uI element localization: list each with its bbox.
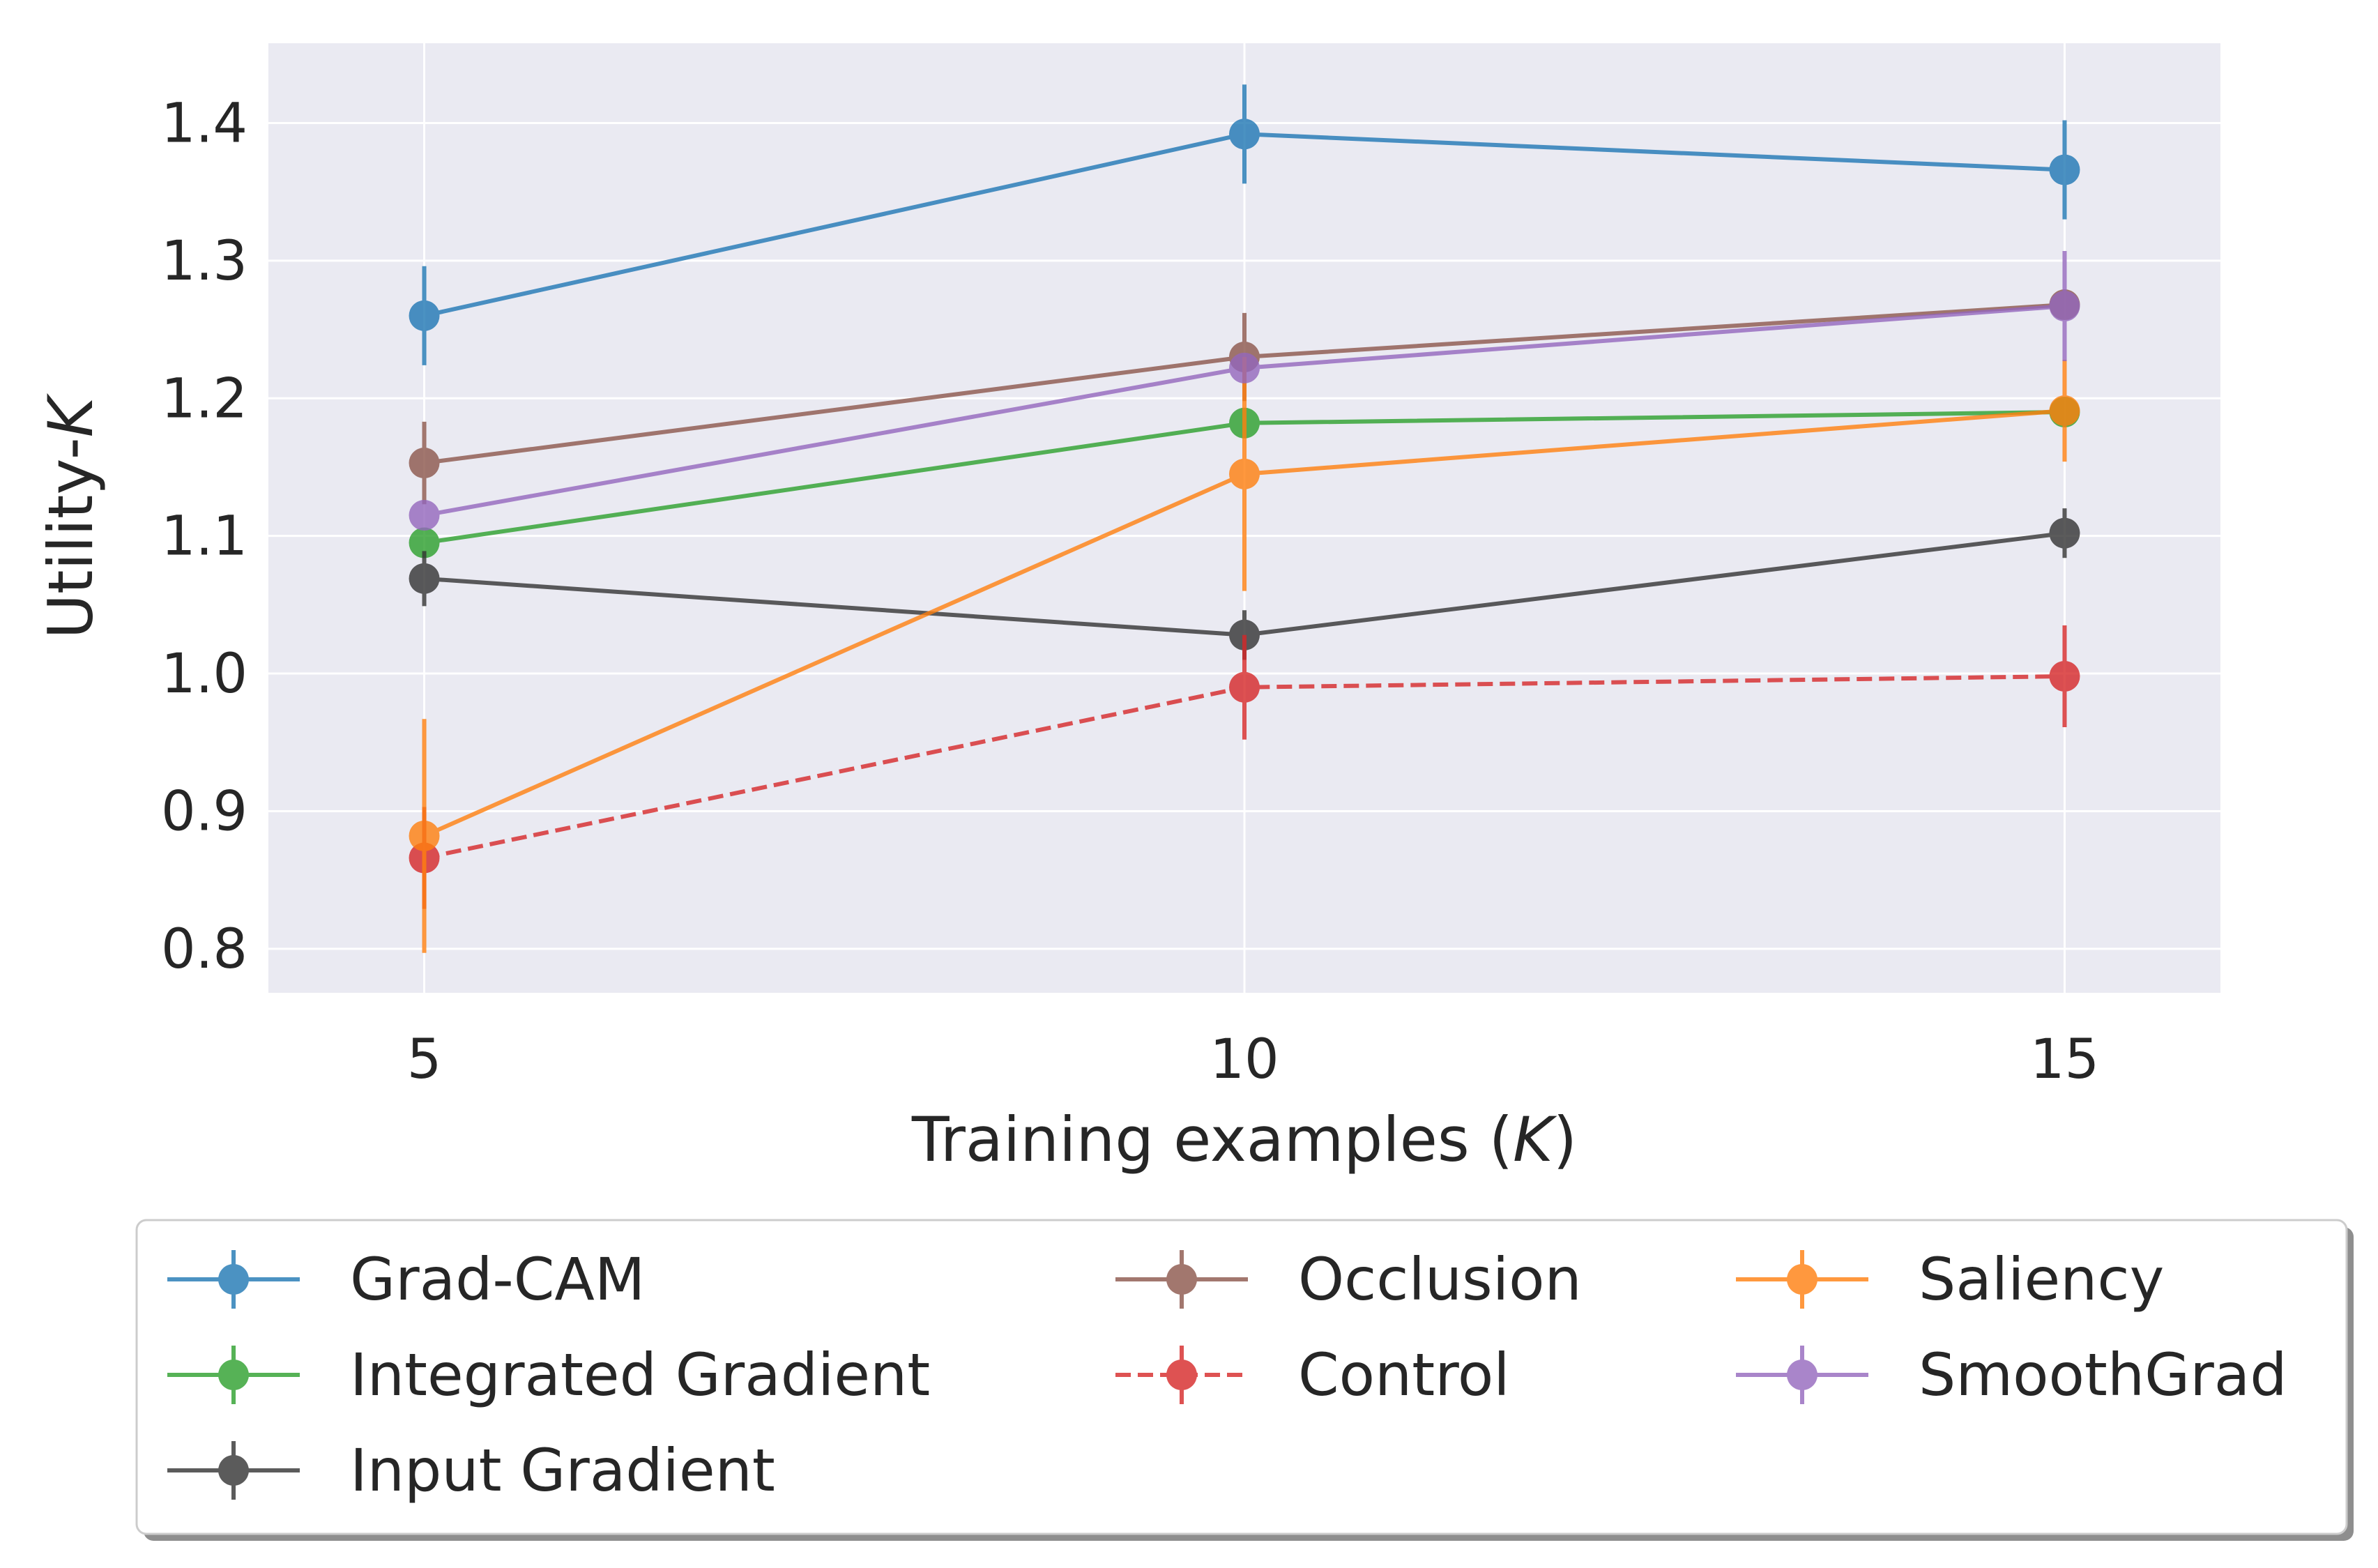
x-tick-label: 5 [407, 1028, 442, 1091]
data-point [1229, 352, 1260, 383]
legend-entry: SmoothGrad [1736, 1341, 2287, 1409]
legend-handle [1115, 1250, 1248, 1309]
legend-entry: Integrated Gradient [167, 1341, 930, 1409]
data-point [409, 563, 440, 594]
legend-marker [1787, 1264, 1817, 1295]
data-point [2049, 291, 2080, 322]
x-tick-label: 15 [2030, 1028, 2099, 1091]
legend-label: SmoothGrad [1919, 1341, 2287, 1409]
y-tick-label: 1.4 [161, 92, 247, 155]
y-axis-label: Utility-K [35, 393, 107, 639]
legend-entry: Grad-CAM [167, 1245, 645, 1314]
legend-handle [167, 1441, 300, 1500]
legend-entry: Control [1115, 1341, 1510, 1409]
series-0 [409, 84, 2080, 365]
legend-handle [1115, 1346, 1248, 1404]
data-point [2049, 154, 2080, 185]
legend-label: Input Gradient [350, 1436, 775, 1505]
legend-marker [1787, 1360, 1817, 1390]
legend-marker [1166, 1360, 1197, 1390]
data-point [2049, 661, 2080, 692]
data-point [1229, 119, 1260, 150]
x-axis-label: Training examples (K) [911, 1104, 1577, 1175]
y-tick-label: 1.3 [161, 230, 247, 293]
data-point [1229, 458, 1260, 489]
data-point [409, 300, 440, 331]
y-tick-label: 1.1 [161, 505, 247, 568]
legend-label: Control [1298, 1341, 1510, 1409]
data-point [2049, 517, 2080, 549]
legend-label: Saliency [1919, 1245, 2164, 1314]
data-point [409, 500, 440, 531]
legend-entries: Grad-CAM Occlusion Saliency Integrated Grad… [167, 1245, 2287, 1505]
legend-label: Grad-CAM [350, 1245, 645, 1314]
legend-handle [1736, 1346, 1868, 1404]
legend: Grad-CAM Occlusion Saliency Integrated Grad… [135, 1219, 2354, 1541]
data-point [409, 820, 440, 851]
legend-entry: Saliency [1736, 1245, 2164, 1314]
legend-handle [167, 1346, 300, 1404]
data-point [1229, 671, 1260, 703]
legend-handle [167, 1250, 300, 1309]
data-point [409, 527, 440, 558]
tick-labels: 0.8 0.9 1.0 1.1 1.2 1.3 1.4 5 10 15 [161, 92, 2099, 1091]
legend-entry: Occlusion [1115, 1245, 1582, 1314]
legend-marker [218, 1360, 249, 1390]
series-6 [409, 251, 2080, 531]
series-layer [409, 84, 2080, 953]
series-5 [409, 357, 2080, 953]
y-tick-label: 1.2 [161, 367, 247, 430]
data-point [409, 448, 440, 479]
legend-marker [1166, 1264, 1197, 1295]
y-tick-label: 0.9 [161, 780, 247, 843]
data-point [2049, 395, 2080, 427]
legend-marker [218, 1455, 249, 1486]
legend-marker [218, 1264, 249, 1295]
legend-label: Occlusion [1298, 1245, 1582, 1314]
legend-entry: Input Gradient [167, 1436, 775, 1505]
legend-handle [1736, 1250, 1868, 1309]
y-tick-label: 1.0 [161, 643, 247, 706]
x-tick-label: 10 [1210, 1028, 1279, 1091]
y-tick-label: 0.8 [161, 918, 247, 981]
legend-label: Integrated Gradient [350, 1341, 930, 1409]
